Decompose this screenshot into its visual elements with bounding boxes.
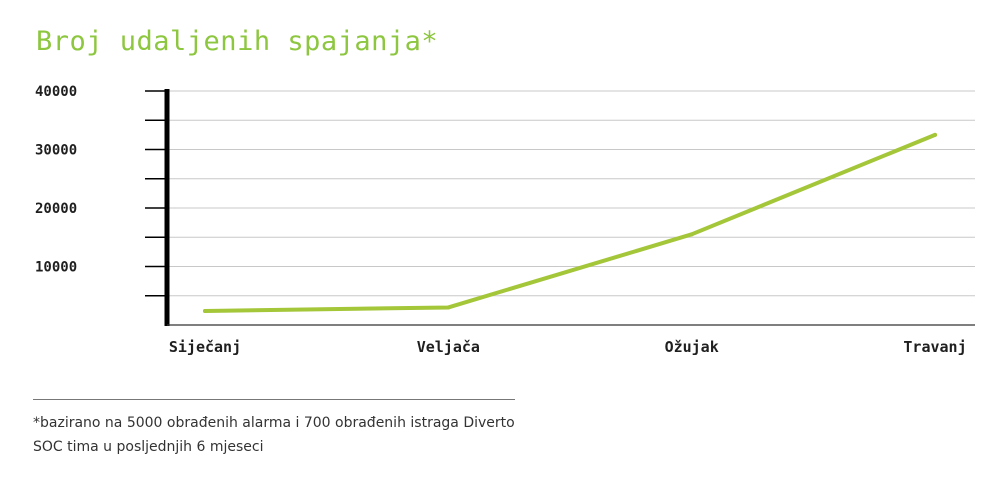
line-chart: 10000 20000 30000 40000 Siječanj Veljača Ožuj… xyxy=(35,84,975,356)
x-tick-label: Veljača xyxy=(417,338,480,356)
gridlines xyxy=(167,90,975,297)
data-point xyxy=(933,132,937,137)
footnote-divider xyxy=(33,399,515,400)
footnote: *bazirano na 5000 obrađenih alarma i 700… xyxy=(33,411,553,459)
x-tick-label: Travanj xyxy=(903,338,966,356)
data-point xyxy=(203,308,207,313)
x-axis-labels: Siječanj Veljača Ožujak Travanj xyxy=(169,338,967,356)
y-axis-ticks: 10000 20000 30000 40000 xyxy=(35,84,167,297)
series-line xyxy=(203,132,937,313)
y-tick-label: 40000 xyxy=(35,84,77,100)
x-tick-label: Ožujak xyxy=(665,338,719,356)
y-tick-label: 10000 xyxy=(35,260,77,276)
y-tick-label: 30000 xyxy=(35,143,77,159)
data-point xyxy=(446,305,451,310)
series-group xyxy=(203,132,937,313)
data-point xyxy=(689,232,694,237)
y-tick-label: 20000 xyxy=(35,201,77,217)
chart-title: Broj udaljenih spajanja* xyxy=(36,26,439,57)
footnote-line-2: SOC tima u posljednjih 6 mjeseci xyxy=(33,439,264,455)
footnote-line-1: *bazirano na 5000 obrađenih alarma i 700… xyxy=(33,415,515,431)
x-tick-label: Siječanj xyxy=(169,338,241,356)
